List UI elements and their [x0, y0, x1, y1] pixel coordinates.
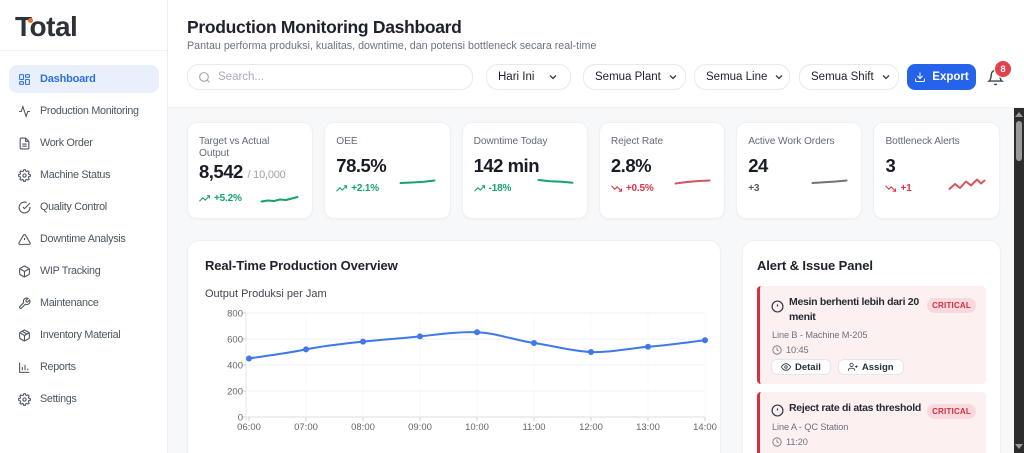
svg-text:600: 600	[227, 335, 243, 346]
svg-text:09:00: 09:00	[408, 422, 432, 433]
svg-text:07:00: 07:00	[294, 422, 318, 433]
svg-text:400: 400	[227, 361, 243, 372]
svg-text:800: 800	[227, 309, 243, 320]
svg-text:13:00: 13:00	[636, 422, 660, 433]
svg-text:14:00: 14:00	[693, 422, 717, 433]
svg-text:200: 200	[227, 387, 243, 398]
svg-text:06:00: 06:00	[237, 422, 261, 433]
svg-text:0: 0	[238, 413, 243, 424]
svg-text:11:00: 11:00	[522, 422, 545, 433]
svg-text:10:00: 10:00	[465, 422, 489, 433]
svg-text:12:00: 12:00	[579, 422, 603, 433]
svg-text:08:00: 08:00	[351, 422, 375, 433]
